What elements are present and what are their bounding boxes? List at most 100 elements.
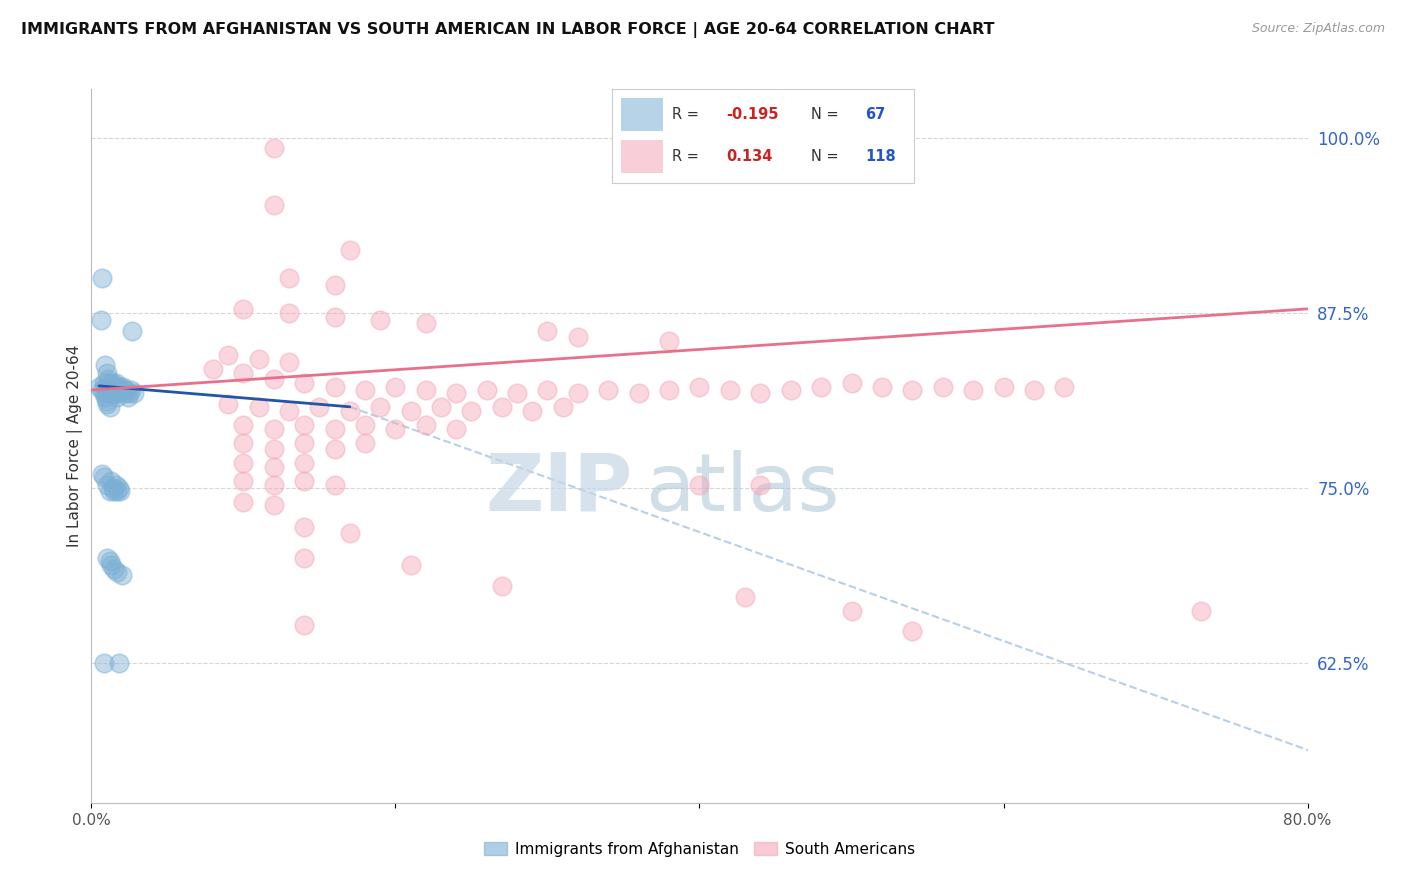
- Point: [93, 385, 115, 400]
- Point: [103, 562, 125, 576]
- Point: [110, 483, 132, 498]
- Point: [98, 554, 121, 568]
- Point: [292, 520, 315, 534]
- Point: [97, 372, 120, 386]
- Point: [93, 470, 115, 484]
- Point: [323, 422, 346, 436]
- Point: [101, 383, 124, 397]
- Point: [263, 498, 285, 512]
- Point: [110, 380, 132, 394]
- Point: [232, 436, 254, 450]
- Legend: Immigrants from Afghanistan, South Americans: Immigrants from Afghanistan, South Ameri…: [478, 836, 921, 863]
- Point: [354, 436, 377, 450]
- Point: [292, 376, 315, 390]
- Point: [105, 390, 128, 404]
- Point: [232, 417, 254, 432]
- Point: [93, 656, 115, 670]
- Text: R =: R =: [672, 107, 703, 122]
- Point: [100, 385, 122, 400]
- Point: [292, 436, 315, 450]
- Point: [247, 352, 270, 367]
- Point: [232, 495, 254, 509]
- Point: [278, 271, 301, 285]
- Text: N =: N =: [811, 107, 844, 122]
- Point: [263, 141, 285, 155]
- Point: [444, 385, 467, 400]
- Point: [323, 380, 346, 394]
- Point: [841, 376, 863, 390]
- Point: [98, 383, 121, 397]
- Point: [104, 376, 127, 390]
- Point: [491, 579, 513, 593]
- Point: [111, 383, 134, 397]
- Point: [718, 383, 741, 397]
- Point: [368, 400, 391, 414]
- Point: [323, 442, 346, 456]
- Point: [96, 366, 118, 380]
- Point: [97, 385, 120, 400]
- Point: [263, 460, 285, 475]
- Point: [779, 383, 801, 397]
- Point: [1053, 380, 1076, 394]
- Point: [430, 400, 453, 414]
- Point: [100, 474, 122, 488]
- Point: [444, 422, 467, 436]
- Point: [96, 383, 118, 397]
- Bar: [620, 140, 664, 173]
- Point: [111, 567, 134, 582]
- Point: [339, 243, 361, 257]
- Point: [658, 141, 681, 155]
- Point: [91, 271, 114, 285]
- Point: [94, 390, 117, 404]
- Point: [122, 385, 145, 400]
- Point: [567, 385, 589, 400]
- Point: [870, 380, 893, 394]
- Text: IMMIGRANTS FROM AFGHANISTAN VS SOUTH AMERICAN IN LABOR FORCE | AGE 20-64 CORRELA: IMMIGRANTS FROM AFGHANISTAN VS SOUTH AME…: [21, 22, 994, 38]
- Point: [104, 478, 127, 492]
- Point: [658, 334, 681, 348]
- Point: [901, 624, 924, 638]
- Point: [104, 383, 127, 397]
- Point: [105, 565, 128, 579]
- Y-axis label: In Labor Force | Age 20-64: In Labor Force | Age 20-64: [67, 345, 83, 547]
- Point: [105, 483, 128, 498]
- Point: [962, 383, 984, 397]
- Point: [384, 422, 406, 436]
- Point: [278, 355, 301, 369]
- Text: atlas: atlas: [645, 450, 839, 528]
- Point: [810, 380, 832, 394]
- Point: [292, 618, 315, 632]
- Point: [232, 474, 254, 488]
- Point: [415, 417, 437, 432]
- Point: [749, 385, 772, 400]
- Point: [339, 404, 361, 418]
- Point: [103, 483, 125, 498]
- Point: [118, 385, 141, 400]
- Point: [120, 383, 142, 397]
- Point: [94, 358, 117, 372]
- Point: [91, 383, 114, 397]
- Point: [841, 604, 863, 618]
- Text: -0.195: -0.195: [727, 107, 779, 122]
- Point: [94, 380, 117, 394]
- Point: [415, 383, 437, 397]
- Point: [308, 400, 330, 414]
- Text: 0.134: 0.134: [727, 149, 773, 164]
- Point: [115, 383, 138, 397]
- Point: [688, 478, 710, 492]
- Point: [96, 394, 118, 409]
- Point: [339, 525, 361, 540]
- Point: [121, 324, 143, 338]
- Point: [292, 456, 315, 470]
- Point: [117, 390, 139, 404]
- Point: [263, 198, 285, 212]
- Point: [101, 376, 124, 390]
- Point: [354, 383, 377, 397]
- Point: [475, 383, 498, 397]
- Point: [107, 383, 129, 397]
- Point: [292, 550, 315, 565]
- Point: [217, 348, 239, 362]
- Point: [98, 400, 121, 414]
- Point: [217, 397, 239, 411]
- Point: [522, 404, 544, 418]
